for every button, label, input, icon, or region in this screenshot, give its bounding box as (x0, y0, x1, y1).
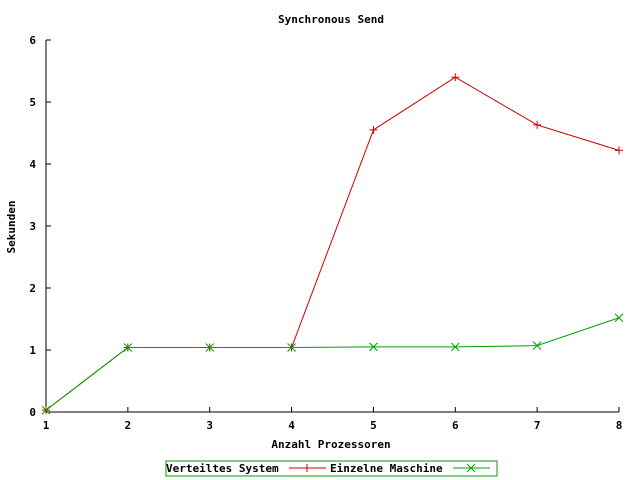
x-axis-label: Anzahl Prozessoren (271, 438, 390, 451)
data-point-verteiltes-system (615, 146, 623, 155)
y-tick-label: 6 (29, 34, 36, 47)
data-point-einzelne-maschine-d2 (450, 342, 460, 352)
series-einzelne-maschine (41, 313, 624, 415)
data-point-einzelne-maschine (614, 313, 624, 323)
legend-marker-shape-verteiltes-system (303, 464, 311, 472)
data-point-einzelne-maschine (450, 342, 460, 352)
x-tick-label: 6 (452, 419, 459, 432)
data-point-einzelne-maschine-d2 (41, 405, 51, 415)
data-point-einzelne-maschine-d2 (614, 313, 624, 323)
data-point-einzelne-maschine-d2 (287, 343, 296, 352)
legend-marker-einzelne-maschine (466, 463, 476, 473)
data-point-einzelne-maschine-d2 (369, 342, 378, 352)
legend-box (165, 460, 498, 477)
x-tick-label: 2 (125, 419, 132, 432)
data-point-verteiltes-system (369, 125, 378, 134)
data-point-einzelne-maschine (41, 405, 51, 415)
data-point-einzelne-maschine-d2 (205, 343, 215, 352)
x-tick-label: 7 (534, 419, 541, 432)
x-tick-label: 3 (206, 419, 213, 432)
y-tick-label: 2 (29, 282, 36, 295)
data-point-verteiltes-system (451, 73, 460, 82)
x-tick-label: 5 (370, 419, 377, 432)
y-tick-label: 1 (29, 344, 36, 357)
x-tick-label: 4 (288, 419, 295, 432)
series-layer (41, 73, 624, 415)
chart-title: Synchronous Send (278, 13, 384, 26)
y-tick-label: 3 (29, 220, 36, 233)
data-point-einzelne-maschine (205, 343, 215, 352)
legend-marker-shape-einzelne-maschine-d2 (466, 463, 476, 473)
legend-label-einzelne-maschine: Einzelne Maschine (330, 462, 443, 475)
data-point-einzelne-maschine (532, 341, 542, 351)
legend-marker-shape-einzelne-maschine (466, 463, 476, 473)
series-line-einzelne-maschine (45, 317, 620, 411)
x-axis-ticks: 1 2 3 4 5 6 7 8 (43, 407, 623, 432)
data-point-einzelne-maschine (123, 343, 133, 352)
y-axis-label: Sekunden (5, 201, 18, 254)
x-tick-label: 1 (43, 419, 50, 432)
y-tick-label: 4 (29, 158, 36, 171)
data-point-verteiltes-system (533, 120, 542, 129)
y-tick-label: 0 (29, 406, 36, 419)
y-axis-ticks: 0 1 2 3 4 5 6 (29, 34, 51, 419)
y-tick-label: 5 (29, 96, 36, 109)
data-point-einzelne-maschine (369, 342, 378, 352)
legend: Verteiltes System Einzelne Maschine (165, 460, 498, 477)
data-point-einzelne-maschine-d2 (532, 341, 542, 351)
data-point-einzelne-maschine-d2 (123, 343, 133, 352)
data-point-einzelne-maschine (287, 343, 296, 352)
legend-label-verteiltes-system: Verteiltes System (166, 462, 279, 475)
legend-marker-verteiltes-system (303, 464, 311, 472)
x-tick-label: 8 (616, 419, 623, 432)
